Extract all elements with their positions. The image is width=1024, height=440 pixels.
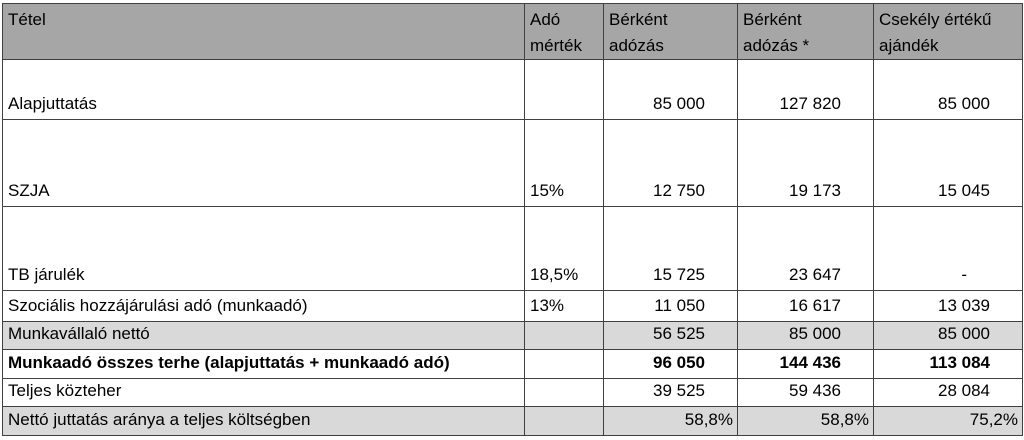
rate-cell (525, 60, 604, 120)
value-cell: 85 000 (874, 60, 1023, 120)
row-label: Nettó juttatás aránya a teljes költségbe… (3, 407, 525, 436)
percent-cell: 58,8% (604, 407, 738, 436)
value-cell: 85 000 (604, 60, 738, 120)
row-label: SZJA (3, 120, 525, 207)
value-cell: 144 436 (738, 350, 874, 379)
value-cell: 59 436 (738, 379, 874, 407)
value-cell: 85 000 (874, 322, 1023, 350)
value-cell: 39 525 (604, 379, 738, 407)
rate-cell (525, 379, 604, 407)
percent-cell: 75,2% (874, 407, 1023, 436)
rate-cell (525, 322, 604, 350)
column-header-tetel: Tétel (3, 4, 525, 60)
value-cell: 113 084 (874, 350, 1023, 379)
value-cell: 23 647 (738, 207, 874, 291)
column-header-berkent-adozas-star: Bérként adózás * (738, 4, 874, 60)
table-row-szja: SZJA 15% 12 750 19 173 15 045 (3, 120, 1023, 207)
column-header-csekely-ajandek: Csekély értékű ajándék (874, 4, 1023, 60)
column-header-berkent-adozas: Bérként adózás (604, 4, 738, 60)
row-label: Munkavállaló nettó (3, 322, 525, 350)
table-row-munkavallalo-netto: Munkavállaló nettó 56 525 85 000 85 000 (3, 322, 1023, 350)
value-cell: 28 084 (874, 379, 1023, 407)
header-row: Tétel Adó mérték Bérként adózás Bérként … (3, 4, 1023, 60)
value-cell: 12 750 (604, 120, 738, 207)
table-row-tb-jarulek: TB járulék 18,5% 15 725 23 647 - (3, 207, 1023, 291)
value-cell: 56 525 (604, 322, 738, 350)
table-row-teljes-kozteher: Teljes közteher 39 525 59 436 28 084 (3, 379, 1023, 407)
rate-cell: 13% (525, 291, 604, 322)
row-label: TB járulék (3, 207, 525, 291)
percent-cell: 58,8% (738, 407, 874, 436)
row-label: Alapjuttatás (3, 60, 525, 120)
table-row-alapjuttatas: Alapjuttatás 85 000 127 820 85 000 (3, 60, 1023, 120)
value-cell: 15 045 (874, 120, 1023, 207)
value-cell: 16 617 (738, 291, 874, 322)
rate-cell: 18,5% (525, 207, 604, 291)
table-row-netto-juttatas-aranya: Nettó juttatás aránya a teljes költségbe… (3, 407, 1023, 436)
table-row-szocialis-hozzajarulasi-ado: Szociális hozzájárulási adó (munkaadó) 1… (3, 291, 1023, 322)
value-cell: 19 173 (738, 120, 874, 207)
column-header-ado-mertek: Adó mérték (525, 4, 604, 60)
rate-cell: 15% (525, 120, 604, 207)
value-cell: 15 725 (604, 207, 738, 291)
value-cell: 13 039 (874, 291, 1023, 322)
tax-comparison-table: Tétel Adó mérték Bérként adózás Bérként … (2, 3, 1023, 436)
value-cell: 96 050 (604, 350, 738, 379)
value-cell: 127 820 (738, 60, 874, 120)
row-label: Szociális hozzájárulási adó (munkaadó) (3, 291, 525, 322)
row-label: Teljes közteher (3, 379, 525, 407)
row-label: Munkaadó összes terhe (alapjuttatás + mu… (3, 350, 525, 379)
rate-cell (525, 350, 604, 379)
value-cell: 11 050 (604, 291, 738, 322)
value-cell-dash: - (874, 207, 1023, 291)
table-row-munkaado-osszes-terhe: Munkaadó összes terhe (alapjuttatás + mu… (3, 350, 1023, 379)
rate-cell (525, 407, 604, 436)
value-cell: 85 000 (738, 322, 874, 350)
